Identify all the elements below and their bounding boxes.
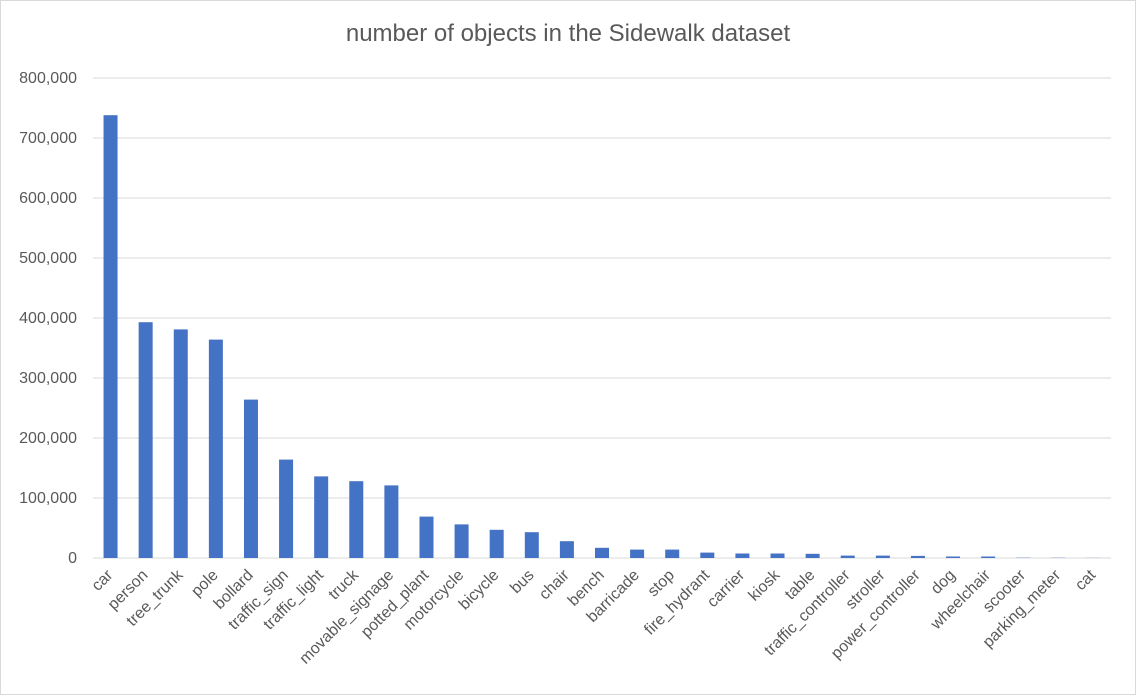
x-tick-label: bus (507, 567, 537, 597)
y-tick-label: 100,000 (19, 490, 77, 507)
bar-wheelchair (981, 556, 996, 558)
bar-dog (946, 556, 961, 558)
bar-person (138, 322, 153, 558)
y-tick-label: 300,000 (19, 370, 77, 387)
bar-truck (349, 481, 364, 558)
chart-title: number of objects in the Sidewalk datase… (345, 20, 791, 47)
bar-fire_hydrant (700, 552, 715, 558)
bar-motorcycle (454, 524, 469, 558)
y-tick-label: 400,000 (19, 310, 77, 327)
bar-pole (208, 339, 223, 558)
bar-bollard (243, 399, 258, 558)
bar-kiosk (770, 553, 785, 558)
y-tick-label: 700,000 (19, 130, 77, 147)
y-tick-label: 200,000 (19, 430, 77, 447)
bar-tree_trunk (173, 329, 188, 558)
bar-bus (524, 532, 539, 558)
bar-table (805, 553, 820, 558)
bar-barricade (630, 549, 645, 558)
x-tick-label: fire_hydrant (641, 566, 713, 638)
x-tick-label: kiosk (746, 566, 785, 605)
x-tick-label: dog (928, 567, 959, 598)
x-tick-label: bicycle (456, 567, 503, 614)
y-tick-label: 800,000 (19, 70, 77, 87)
y-tick-label: 500,000 (19, 250, 77, 267)
bar-traffic_light (314, 476, 329, 558)
bar-movable_signage (384, 485, 399, 558)
bar-carrier (735, 553, 750, 558)
bar-traffic_sign (279, 459, 294, 558)
bar-stroller (875, 555, 890, 558)
bar-traffic_controller (840, 555, 855, 558)
x-tick-label: car (89, 566, 117, 594)
bar-potted_plant (419, 516, 434, 558)
y-tick-label: 0 (68, 550, 77, 567)
bar-bicycle (489, 529, 504, 558)
x-tick-label: carrier (704, 566, 749, 611)
bar-power_controller (910, 555, 925, 558)
bar-bench (595, 547, 609, 558)
x-tick-label: cat (1072, 566, 1100, 594)
bar-chair (559, 541, 574, 558)
bar-car (103, 115, 118, 558)
y-tick-label: 600,000 (19, 190, 77, 207)
bar-stop (665, 549, 680, 558)
